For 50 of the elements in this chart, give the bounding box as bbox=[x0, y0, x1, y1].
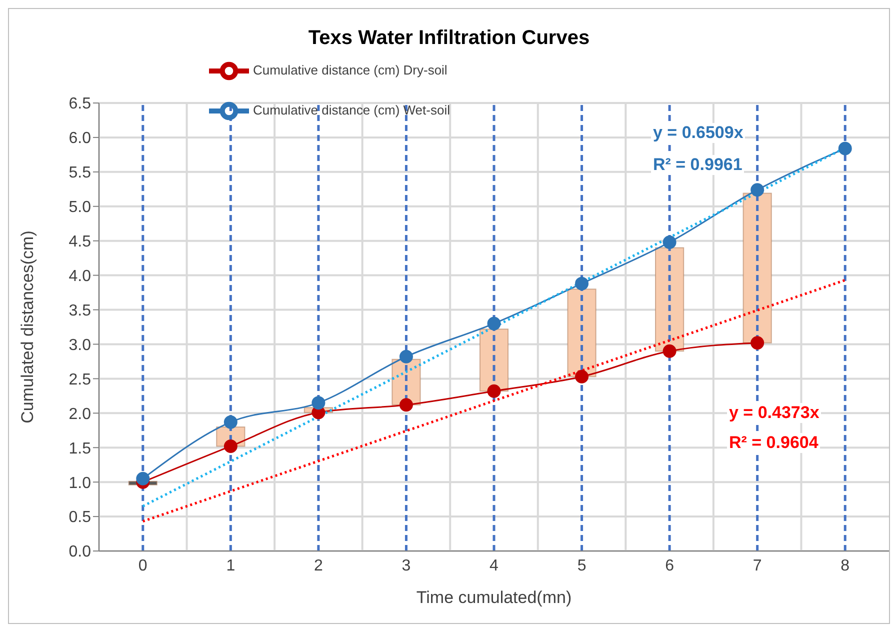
x-tick-label: 4 bbox=[490, 557, 499, 574]
annotation: R² = 0.9604 bbox=[727, 433, 820, 453]
x-tick-label: 3 bbox=[402, 557, 411, 574]
y-tick-label: 1.5 bbox=[68, 440, 92, 458]
point bbox=[487, 316, 501, 330]
point bbox=[662, 235, 676, 249]
x-tick-label: 6 bbox=[665, 557, 674, 574]
y-tick-label: 5.5 bbox=[68, 164, 92, 182]
point bbox=[838, 142, 852, 156]
y-axis-title: Cumulated distances(cm) bbox=[18, 230, 38, 424]
y-tick-label: 4.5 bbox=[68, 234, 92, 251]
point bbox=[312, 396, 326, 410]
y-tick-label: 0.0 bbox=[68, 544, 92, 561]
x-axis-title: Time cumulated(mn) bbox=[416, 588, 572, 607]
legend-label: Cumulative distance (cm) Dry-soil bbox=[253, 62, 448, 78]
y-tick-label: 4.0 bbox=[68, 268, 92, 285]
x-tick-label: 5 bbox=[577, 557, 586, 574]
y-tick-label: 2.5 bbox=[68, 371, 92, 388]
bar bbox=[567, 288, 596, 378]
chart-title: Texs Water Infiltration Curves bbox=[307, 27, 591, 50]
point bbox=[224, 439, 238, 453]
point bbox=[750, 336, 764, 350]
y-tick-label: 1.0 bbox=[68, 474, 92, 492]
y-tick-label: 0.5 bbox=[68, 509, 92, 526]
legend-label: Cumulative distance (cm) Wet-soil bbox=[253, 102, 450, 118]
annotation: R² = 0.9961 bbox=[651, 155, 744, 175]
point bbox=[136, 472, 150, 486]
annotation: y = 0.6509x bbox=[651, 123, 746, 143]
x-tick-label: 1 bbox=[226, 557, 236, 574]
y-tick-label: 6.0 bbox=[68, 130, 92, 148]
bar bbox=[742, 192, 772, 344]
point bbox=[662, 344, 676, 358]
point bbox=[750, 183, 764, 197]
point bbox=[399, 350, 413, 364]
y-tick-label: 3.5 bbox=[68, 302, 92, 320]
x-tick-label: 7 bbox=[752, 557, 762, 574]
y-tick-label: 5.0 bbox=[68, 199, 92, 216]
y-tick-label: 3.0 bbox=[68, 336, 92, 354]
point bbox=[575, 370, 589, 384]
y-tick-label: 6.5 bbox=[68, 96, 92, 113]
point bbox=[575, 276, 589, 290]
x-tick-label: 8 bbox=[840, 557, 850, 574]
annotation: y = 0.4373x bbox=[727, 403, 822, 423]
x-tick-label: 2 bbox=[314, 557, 323, 574]
point bbox=[487, 384, 501, 398]
bar bbox=[655, 247, 684, 352]
x-tick-label: 0 bbox=[138, 557, 148, 574]
point bbox=[224, 415, 238, 429]
y-tick-label: 2.0 bbox=[68, 406, 92, 423]
point bbox=[399, 398, 413, 412]
